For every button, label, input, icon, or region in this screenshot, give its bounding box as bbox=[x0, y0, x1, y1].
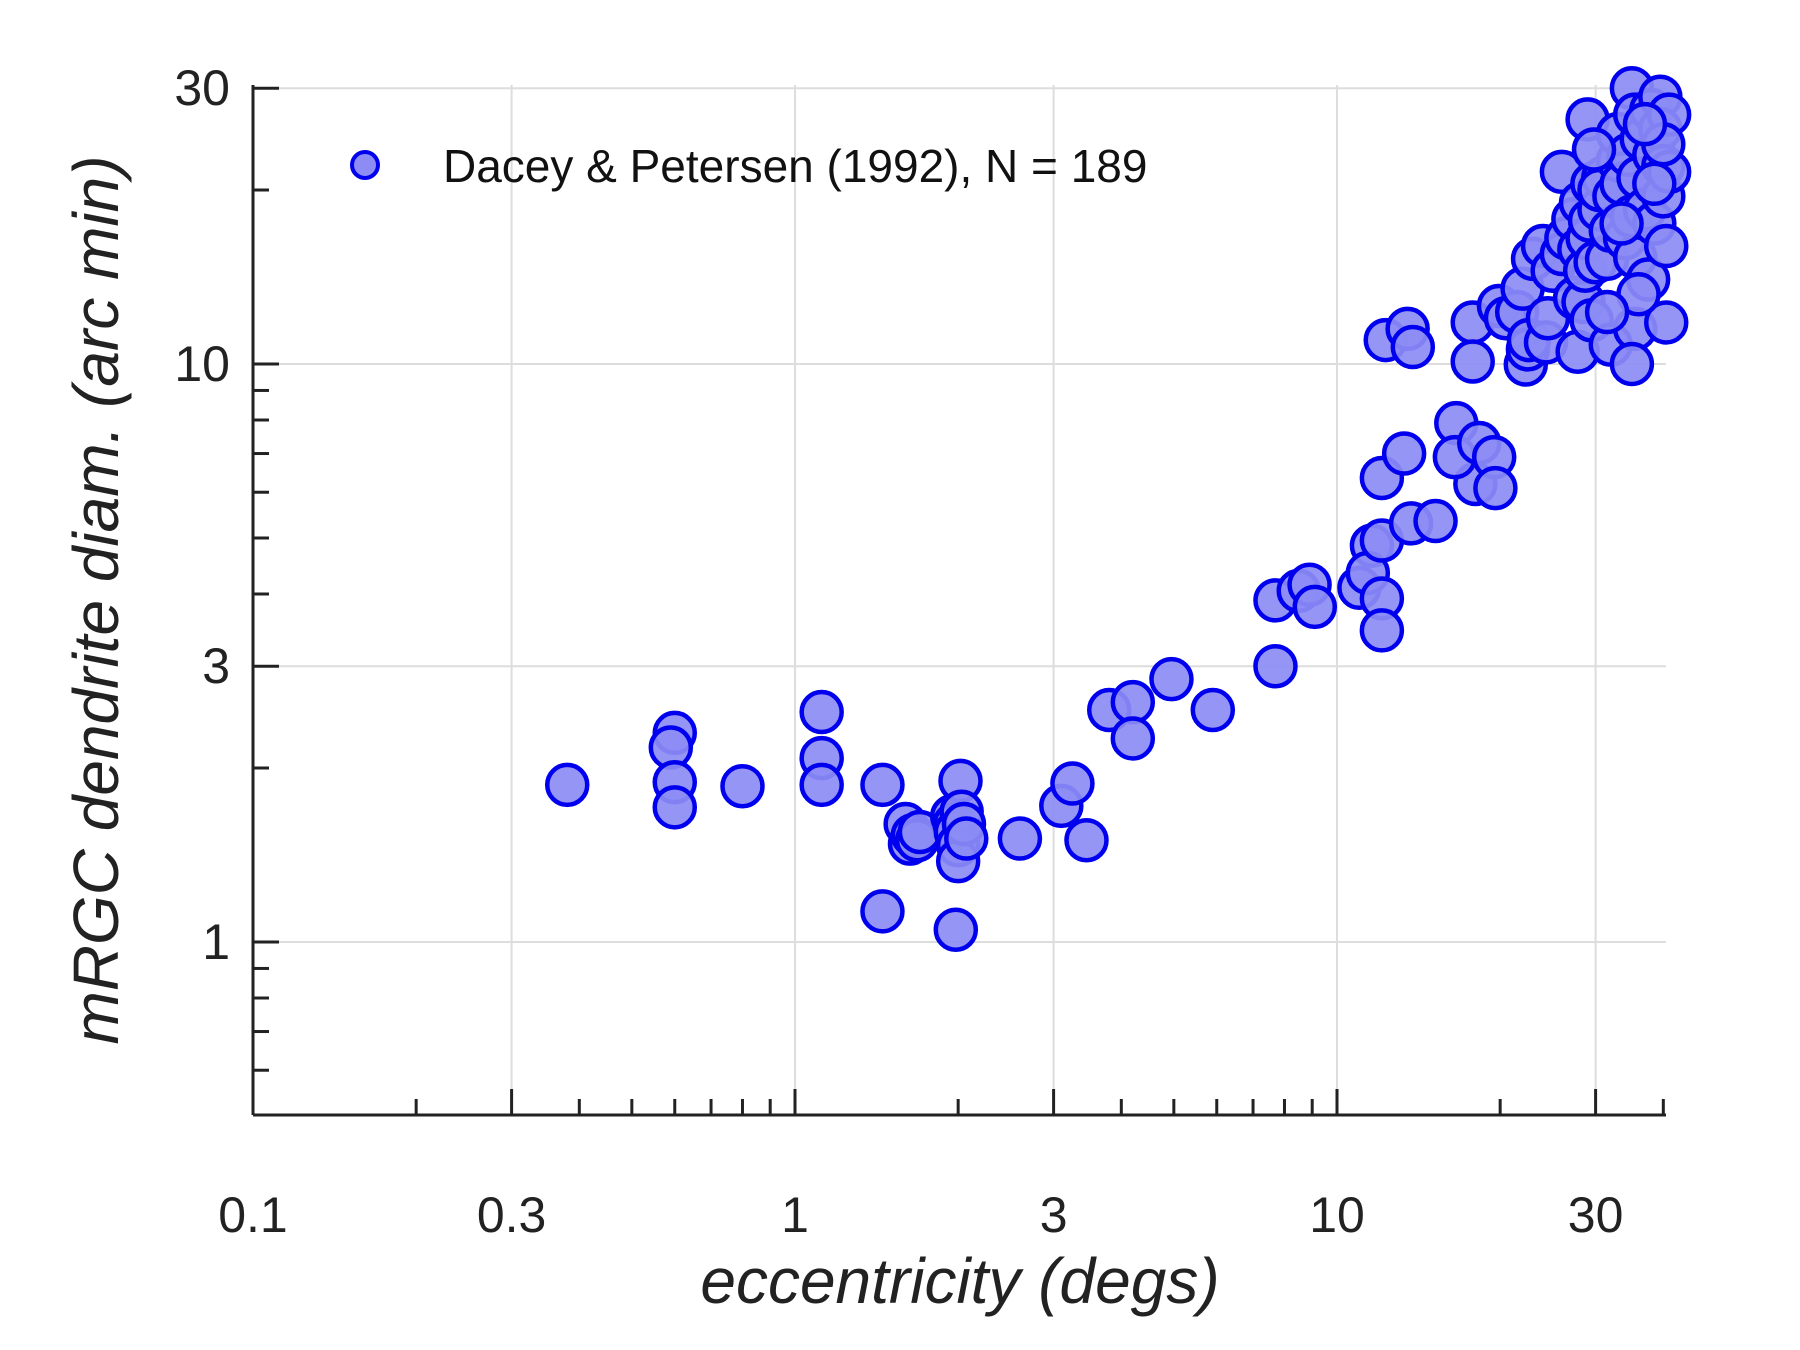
data-point bbox=[860, 762, 905, 808]
data-point bbox=[1450, 339, 1495, 384]
data-point bbox=[1359, 608, 1405, 653]
x-axis-title: eccentricity (degs) bbox=[700, 1245, 1219, 1317]
data-point bbox=[1584, 289, 1630, 335]
y-axis-title: mRGC dendrite diam. (arc min) bbox=[60, 155, 132, 1044]
legend: Dacey & Petersen (1992), N = 189 bbox=[350, 140, 1147, 192]
data-point bbox=[652, 785, 698, 830]
legend-label: Dacey & Petersen (1992), N = 189 bbox=[443, 140, 1147, 192]
data-point bbox=[1110, 716, 1156, 761]
x-axis-ticks: 0.1 0.3 1 3 10 30 bbox=[218, 1089, 1665, 1243]
y-tick-label: 10 bbox=[174, 336, 230, 392]
data-point bbox=[1643, 300, 1689, 345]
data-point bbox=[1381, 431, 1427, 476]
x-tick-label: 3 bbox=[1040, 1187, 1068, 1243]
y-tick-label: 1 bbox=[202, 914, 230, 970]
data-point bbox=[1622, 101, 1668, 147]
data-point bbox=[1609, 341, 1655, 387]
data-point bbox=[1050, 761, 1095, 806]
data-point bbox=[1643, 223, 1689, 269]
data-point bbox=[1253, 643, 1298, 689]
data-point bbox=[1413, 498, 1458, 544]
data-points bbox=[544, 65, 1692, 953]
data-point bbox=[799, 689, 844, 735]
x-tick-label: 0.1 bbox=[218, 1187, 288, 1243]
data-point bbox=[1390, 324, 1436, 370]
data-point bbox=[1064, 817, 1109, 863]
data-point bbox=[1632, 161, 1677, 207]
data-point bbox=[1599, 201, 1644, 246]
x-tick-label: 30 bbox=[1568, 1187, 1624, 1243]
legend-marker bbox=[350, 150, 380, 180]
data-point bbox=[1292, 584, 1338, 630]
data-point bbox=[997, 816, 1043, 861]
x-tick-label: 10 bbox=[1309, 1187, 1365, 1243]
x-tick-label: 0.3 bbox=[477, 1187, 547, 1243]
data-point bbox=[799, 762, 844, 808]
axes bbox=[251, 85, 1666, 1117]
data-point bbox=[720, 763, 765, 809]
data-point bbox=[544, 762, 590, 808]
data-point bbox=[1110, 679, 1156, 725]
data-point bbox=[944, 816, 989, 861]
data-point bbox=[860, 889, 905, 934]
y-tick-label: 3 bbox=[202, 638, 230, 694]
y-tick-label: 30 bbox=[174, 60, 230, 116]
data-point bbox=[933, 907, 979, 953]
y-axis-ticks: 1 3 10 30 bbox=[174, 60, 279, 1072]
data-point bbox=[1149, 656, 1194, 702]
grid-lines bbox=[253, 85, 1666, 1115]
x-tick-label: 1 bbox=[781, 1187, 809, 1243]
data-point bbox=[1571, 127, 1617, 172]
data-point bbox=[1190, 687, 1236, 733]
data-point bbox=[1473, 465, 1518, 511]
